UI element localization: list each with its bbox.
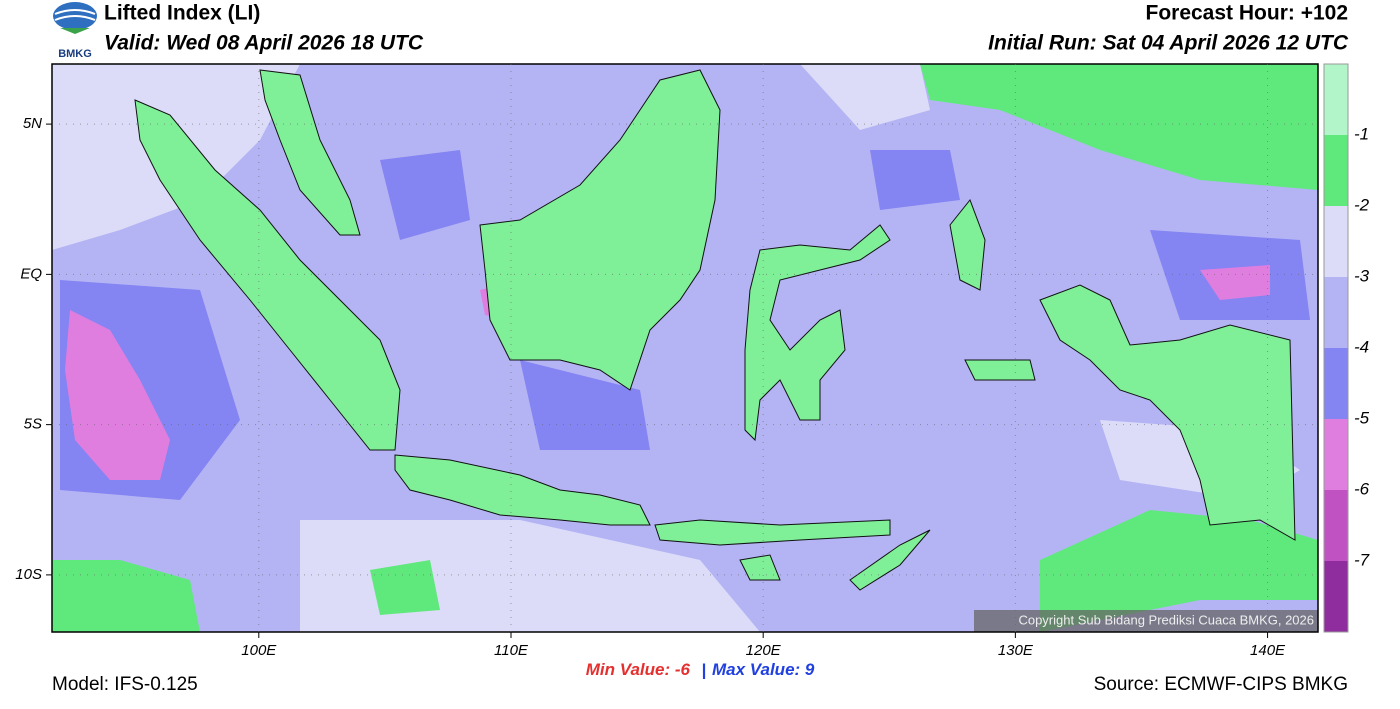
lat-label: EQ bbox=[20, 265, 42, 282]
logo-text: BMKG bbox=[58, 48, 92, 60]
lon-label: 120E bbox=[746, 642, 782, 659]
initial-run: Initial Run: Sat 04 April 2026 12 UTC bbox=[988, 32, 1349, 55]
lon-label: 110E bbox=[494, 642, 529, 659]
axes: 5N EQ 5S 10S 100E 110E 120E 130E 140E bbox=[15, 64, 1318, 659]
map-frame bbox=[51, 63, 1319, 633]
colorbar-label: -5 bbox=[1354, 408, 1370, 427]
map-field: Copyright Sub Bidang Prediksi Cuaca BMKG… bbox=[52, 64, 1318, 632]
colorbar-label: -1 bbox=[1354, 124, 1369, 143]
title: Lifted Index (LI) bbox=[104, 2, 260, 25]
colorbar: -1 -2 -3 -4 -5 -6 -7 bbox=[1323, 63, 1370, 633]
colorbar-swatch bbox=[1324, 64, 1348, 135]
valid-time: Valid: Wed 08 April 2026 18 UTC bbox=[104, 32, 424, 55]
colorbar-swatch bbox=[1324, 490, 1348, 561]
colorbar-label: -3 bbox=[1354, 266, 1370, 285]
forecast-hour: Forecast Hour: +102 bbox=[1146, 2, 1349, 25]
colorbar-swatch bbox=[1324, 135, 1348, 206]
lat-label: 5N bbox=[23, 115, 42, 132]
min-label: Min Value: -6 bbox=[586, 660, 691, 679]
colorbar-label: -2 bbox=[1354, 195, 1370, 214]
lat-label: 10S bbox=[15, 566, 42, 583]
logo: BMKG bbox=[53, 2, 97, 60]
colorbar-label: -7 bbox=[1354, 550, 1370, 569]
copyright: Copyright Sub Bidang Prediksi Cuaca BMKG… bbox=[1018, 612, 1314, 627]
lon-label: 100E bbox=[241, 642, 277, 659]
colorbar-swatch bbox=[1324, 419, 1348, 490]
colorbar-swatch bbox=[1324, 277, 1348, 348]
colorbar-swatch bbox=[1324, 561, 1348, 632]
model: Model: IFS-0.125 bbox=[52, 674, 198, 695]
colorbar-label: -4 bbox=[1354, 337, 1369, 356]
max-label: Max Value: 9 bbox=[712, 660, 815, 679]
colorbar-frame bbox=[1323, 63, 1349, 633]
lon-label: 130E bbox=[998, 642, 1034, 659]
colorbar-swatch bbox=[1324, 348, 1348, 419]
lon-label: 140E bbox=[1250, 642, 1286, 659]
lat-label: 5S bbox=[24, 416, 42, 433]
colorbar-swatch bbox=[1324, 206, 1348, 277]
source: Source: ECMWF-CIPS BMKG bbox=[1094, 674, 1348, 695]
separator: | bbox=[702, 660, 707, 679]
colorbar-label: -6 bbox=[1354, 479, 1370, 498]
